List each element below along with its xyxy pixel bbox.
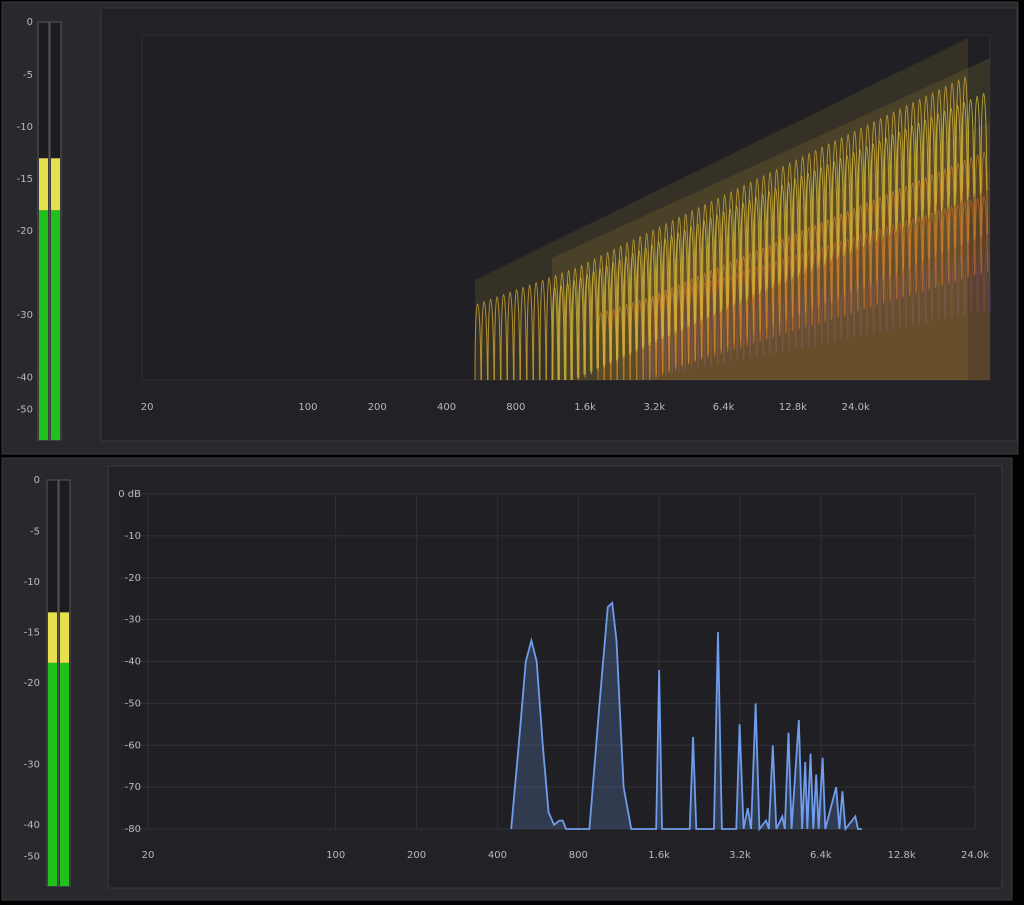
x-tick-label: 20 <box>141 402 154 413</box>
meter-tick-label: -50 <box>24 851 40 862</box>
y-tick-label: -70 <box>125 782 141 793</box>
y-tick-label: 0 dB <box>118 489 141 500</box>
waterfall-ridges <box>474 76 969 381</box>
y-tick-label: -60 <box>125 740 141 751</box>
meter-level <box>51 158 60 211</box>
meter-tick-label: -15 <box>17 174 33 185</box>
x-tick-label: 400 <box>488 850 507 861</box>
meter-green <box>60 662 69 886</box>
spectrum-line <box>510 600 862 832</box>
meter-tick-label: -5 <box>23 70 33 81</box>
x-tick-label: 12.8k <box>779 402 807 413</box>
meter-green <box>48 662 57 886</box>
meter-level <box>48 612 57 663</box>
meter-green <box>39 210 48 440</box>
meter-tick-label: -10 <box>17 122 33 133</box>
y-tick-label: -10 <box>125 531 141 542</box>
x-tick-label: 3.2k <box>729 850 751 861</box>
meter-tick-label: -30 <box>24 760 40 771</box>
meter-tick-label: -20 <box>17 226 33 237</box>
meter-tick-label: -10 <box>24 577 40 588</box>
meter-tick-label: 0 <box>27 17 33 28</box>
x-tick-label: 24.0k <box>961 850 989 861</box>
meter-level <box>39 158 48 211</box>
meter-tick-label: 0 <box>34 475 40 486</box>
meter-tick-label: -40 <box>17 372 33 383</box>
meter-tick-label: -40 <box>24 820 40 831</box>
meter-green <box>51 210 60 440</box>
x-tick-label: 20 <box>142 850 155 861</box>
x-tick-label: 6.4k <box>713 402 735 413</box>
x-tick-label: 100 <box>298 402 317 413</box>
waterfall-ridges <box>597 151 988 381</box>
x-tick-label: 1.6k <box>574 402 596 413</box>
spectrum-area <box>511 602 862 829</box>
x-tick-label: 800 <box>569 850 588 861</box>
waterfall-ridges <box>649 196 988 375</box>
y-tick-label: -80 <box>125 824 141 835</box>
waterfall-texture <box>474 38 991 381</box>
y-tick-label: -50 <box>125 698 141 709</box>
meter-tick-label: -30 <box>17 310 33 321</box>
x-tick-label: 1.6k <box>648 850 670 861</box>
x-tick-label: 800 <box>506 402 525 413</box>
y-tick-label: -30 <box>125 615 141 626</box>
x-tick-label: 3.2k <box>643 402 665 413</box>
x-tick-label: 100 <box>326 850 345 861</box>
y-tick-label: -40 <box>125 657 141 668</box>
x-tick-label: 200 <box>407 850 426 861</box>
x-tick-label: 6.4k <box>810 850 832 861</box>
waterfall-plot <box>141 34 991 381</box>
waterfall-body <box>475 38 968 380</box>
x-tick-label: 400 <box>437 402 456 413</box>
x-tick-label: 12.8k <box>888 850 916 861</box>
meter-level <box>60 612 69 663</box>
meter-tick-label: -5 <box>30 527 40 538</box>
meter-tick-label: -20 <box>24 678 40 689</box>
meter-tick-label: -50 <box>17 404 33 415</box>
y-tick-label: -20 <box>125 573 141 584</box>
x-tick-label: 200 <box>368 402 387 413</box>
x-tick-label: 24.0k <box>842 402 870 413</box>
meter-tick-label: -15 <box>24 628 40 639</box>
